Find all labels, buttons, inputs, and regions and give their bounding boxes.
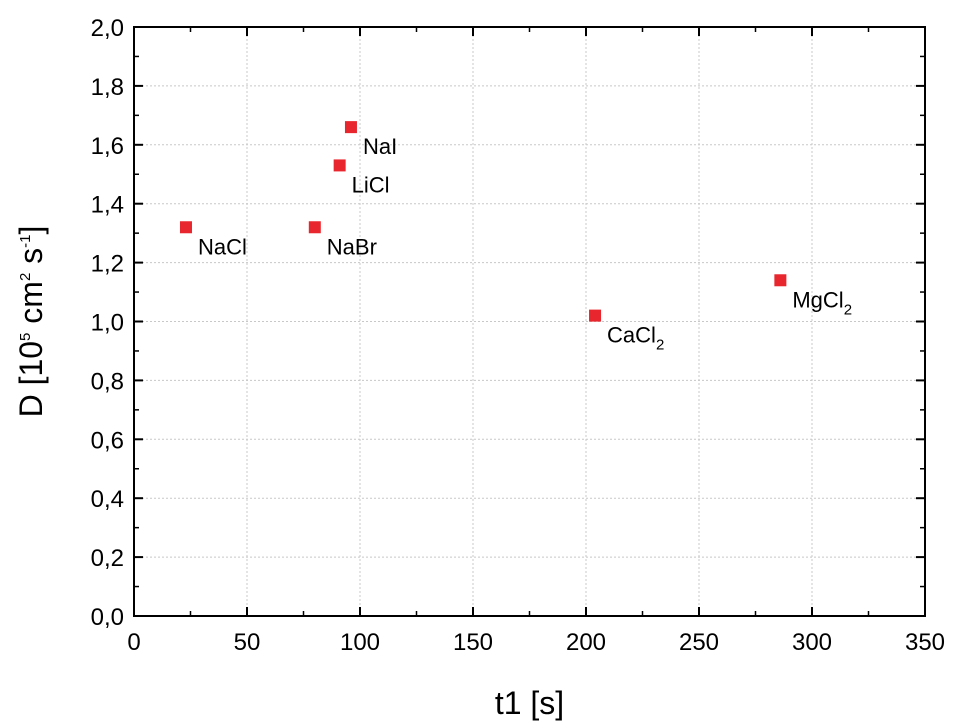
x-tick-label: 250 bbox=[679, 629, 719, 656]
y-axis-title-suffix: ] bbox=[13, 226, 49, 235]
y-axis-title-mid1: cm bbox=[13, 281, 49, 333]
axis-ticks bbox=[133, 26, 926, 617]
data-point-label: NaI bbox=[363, 134, 397, 159]
x-tick-label: 150 bbox=[453, 629, 493, 656]
y-tick-label: 1,2 bbox=[91, 251, 124, 278]
data-point-label: NaBr bbox=[327, 234, 377, 259]
y-tick-labels: 0,0 0,2 0,4 0,6 0,8 1,0 1,2 1,4 1,6 1,8 2,0 bbox=[91, 15, 124, 631]
data-point-label: MgCl2 bbox=[792, 287, 852, 318]
y-tick-label: 0,8 bbox=[91, 368, 124, 395]
x-tick-label: 200 bbox=[566, 629, 606, 656]
y-tick-label: 2,0 bbox=[91, 15, 124, 42]
data-point-marker bbox=[333, 159, 346, 172]
data-point-marker bbox=[344, 121, 357, 134]
y-tick-label: 1,4 bbox=[91, 192, 124, 219]
y-tick-label: 0,4 bbox=[91, 486, 124, 513]
x-tick-label: 100 bbox=[340, 629, 380, 656]
x-tick-label: 50 bbox=[234, 629, 261, 656]
data-point-marker bbox=[589, 309, 602, 322]
y-tick-label: 0,2 bbox=[91, 545, 124, 572]
y-axis-title: D [105 cm2 s-1] bbox=[13, 226, 49, 418]
point-labels: NaCl NaBr LiCl NaI CaCl2 MgCl2 bbox=[198, 134, 852, 353]
data-point-label: LiCl bbox=[352, 172, 390, 197]
y-tick-label: 1,0 bbox=[91, 310, 124, 337]
x-axis-title: t1 [s] bbox=[495, 685, 564, 721]
y-tick-label: 0,0 bbox=[91, 604, 124, 631]
y-axis-title-exp2: 2 bbox=[17, 273, 34, 281]
data-point-marker bbox=[774, 274, 787, 287]
x-tick-label: 0 bbox=[127, 629, 140, 656]
x-tick-labels: 0 50 100 150 200 250 300 350 bbox=[127, 629, 945, 656]
y-tick-label: 1,8 bbox=[91, 74, 124, 101]
data-point-marker bbox=[179, 221, 192, 234]
x-tick-label: 350 bbox=[905, 629, 945, 656]
x-tick-label: 300 bbox=[792, 629, 832, 656]
y-axis-title-prefix: D [10 bbox=[13, 341, 49, 417]
data-point-label: CaCl2 bbox=[607, 323, 664, 354]
data-point-marker bbox=[308, 221, 321, 234]
y-tick-label: 0,6 bbox=[91, 427, 124, 454]
y-tick-label: 1,6 bbox=[91, 133, 124, 160]
y-axis-title-exp1: 5 bbox=[17, 333, 34, 341]
data-point-label: NaCl bbox=[198, 234, 247, 259]
y-axis-title-exp3: -1 bbox=[17, 234, 34, 247]
data-points bbox=[179, 121, 787, 322]
grid-lines bbox=[134, 27, 925, 616]
y-axis-title-mid2: s bbox=[13, 248, 49, 273]
